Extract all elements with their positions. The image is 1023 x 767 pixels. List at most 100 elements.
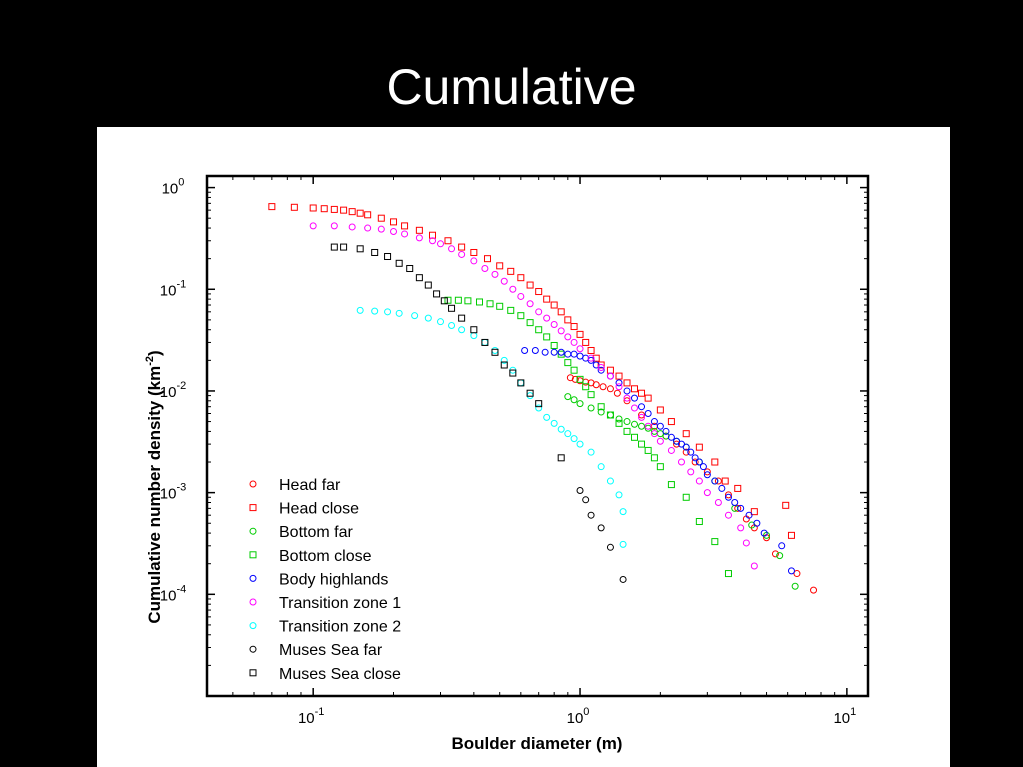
head-close-point bbox=[268, 203, 276, 211]
transition-zone-2-point bbox=[356, 306, 364, 314]
legend-marker bbox=[249, 645, 257, 653]
bottom-close-point bbox=[517, 312, 525, 320]
transition-zone-1-point bbox=[429, 237, 437, 245]
transition-zone-2-point bbox=[458, 326, 466, 334]
head-close-point bbox=[444, 237, 452, 245]
body-highlands-point bbox=[787, 567, 795, 575]
transition-zone-2-point bbox=[606, 477, 614, 485]
legend-marker bbox=[249, 574, 257, 582]
body-highlands-point bbox=[650, 418, 658, 426]
body-highlands-point bbox=[687, 448, 695, 456]
x-axis-label: Boulder diameter (m) bbox=[452, 734, 623, 753]
head-close-point bbox=[623, 379, 631, 387]
head-close-point bbox=[309, 204, 317, 212]
transition-zone-2-point bbox=[371, 307, 379, 315]
bottom-close-point bbox=[535, 326, 543, 334]
muses-sea-close-point bbox=[448, 304, 456, 312]
muses-sea-close-point bbox=[509, 369, 517, 377]
bottom-far-point bbox=[564, 393, 572, 401]
bottom-close-point bbox=[582, 383, 590, 391]
muses-sea-far-point bbox=[587, 511, 595, 519]
transition-zone-1-point bbox=[517, 292, 525, 300]
body-highlands-point bbox=[570, 350, 578, 358]
transition-zone-2-point bbox=[619, 508, 627, 516]
transition-zone-1-point bbox=[550, 321, 558, 329]
head-close-point bbox=[377, 214, 385, 222]
legend-label: Bottom far bbox=[279, 524, 353, 541]
head-far-point bbox=[623, 397, 631, 405]
transition-zone-1-point bbox=[737, 524, 745, 532]
head-close-point bbox=[483, 255, 491, 263]
head-close-point bbox=[782, 501, 790, 509]
transition-zone-1-point bbox=[638, 413, 646, 421]
muses-sea-far-point bbox=[619, 575, 627, 583]
legend-marker bbox=[249, 551, 257, 559]
transition-zone-1-point bbox=[390, 227, 398, 235]
bottom-far-point bbox=[656, 430, 664, 438]
head-close-point bbox=[401, 222, 409, 230]
bottom-far-point bbox=[630, 420, 638, 428]
body-highlands-point bbox=[557, 348, 565, 356]
body-highlands-point bbox=[638, 403, 646, 411]
head-close-point bbox=[734, 484, 742, 492]
transition-zone-1-point bbox=[724, 511, 732, 519]
transition-zone-1-point bbox=[742, 539, 750, 547]
head-far-point bbox=[691, 458, 699, 466]
bottom-close-point bbox=[638, 440, 646, 448]
head-close-point bbox=[570, 323, 578, 331]
body-highlands-point bbox=[677, 440, 685, 448]
legend-label: Transition zone 1 bbox=[279, 595, 401, 612]
legend-marker bbox=[249, 598, 257, 606]
head-close-point bbox=[638, 389, 646, 397]
head-close-point bbox=[656, 406, 664, 414]
muses-sea-close-point bbox=[491, 348, 499, 356]
head-far-point bbox=[793, 570, 801, 578]
transition-zone-2-point bbox=[557, 425, 565, 433]
muses-sea-close-point bbox=[481, 338, 489, 346]
head-far-point bbox=[714, 477, 722, 485]
transition-zone-1-point bbox=[695, 477, 703, 485]
body-highlands-point bbox=[703, 471, 711, 479]
bottom-close-point bbox=[587, 391, 595, 399]
bottom-close-point bbox=[650, 454, 658, 462]
body-highlands-point bbox=[778, 542, 786, 550]
head-close-point bbox=[682, 430, 690, 438]
body-highlands-point bbox=[597, 366, 605, 374]
head-far-point bbox=[771, 550, 779, 558]
bottom-close-point bbox=[644, 446, 652, 454]
head-close-point bbox=[290, 203, 298, 211]
head-close-point bbox=[564, 316, 572, 324]
transition-zone-1-point bbox=[667, 446, 675, 454]
bottom-far-point bbox=[576, 400, 584, 408]
head-close-point bbox=[543, 295, 551, 303]
muses-sea-close-point bbox=[330, 243, 338, 251]
transition-zone-1-point bbox=[509, 285, 517, 293]
legend-label: Body highlands bbox=[279, 571, 388, 588]
body-highlands-point bbox=[630, 394, 638, 402]
transition-zone-2-point bbox=[576, 440, 584, 448]
transition-zone-1-point bbox=[526, 300, 534, 308]
body-highlands-point bbox=[623, 387, 631, 395]
body-highlands-point bbox=[662, 427, 670, 435]
bottom-close-point bbox=[475, 298, 483, 306]
head-far-point bbox=[810, 586, 818, 594]
transition-zone-1-point bbox=[535, 308, 543, 316]
y-tick-label: 10-1 bbox=[160, 278, 186, 299]
legend-entry: Head close bbox=[249, 501, 359, 518]
transition-zone-1-point bbox=[564, 333, 572, 341]
head-close-point bbox=[330, 205, 338, 213]
chart-svg: 10-1 100 101 100 10-1 10-2 10-3 10-4 Boulder di… bbox=[144, 174, 870, 753]
head-close-point bbox=[615, 372, 623, 380]
transition-zone-1-point bbox=[458, 250, 466, 258]
legend-entry: Body highlands bbox=[249, 571, 388, 588]
transition-zone-2-point bbox=[437, 318, 445, 326]
head-close-point bbox=[517, 274, 525, 282]
head-far-point bbox=[599, 383, 607, 391]
transition-zone-2-point bbox=[619, 540, 627, 548]
transition-zone-2-point bbox=[550, 419, 558, 427]
bottom-close-point bbox=[667, 481, 675, 489]
bottom-far-point bbox=[763, 531, 771, 539]
transition-zone-1-point bbox=[597, 364, 605, 372]
muses-sea-close-point bbox=[433, 290, 441, 298]
bottom-close-point bbox=[564, 359, 572, 367]
